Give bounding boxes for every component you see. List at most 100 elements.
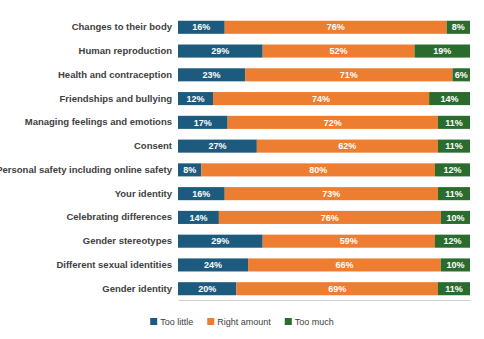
legend: Too little Right amount Too much xyxy=(150,317,334,327)
category-label: Gender identity xyxy=(102,283,172,294)
data-label: 12% xyxy=(443,165,461,175)
category-label: Health and contraception xyxy=(58,69,172,80)
data-label: 10% xyxy=(446,260,464,270)
bar xyxy=(178,163,201,176)
y-tick: Human reproduction xyxy=(79,45,174,56)
data-label: 11% xyxy=(445,118,463,128)
bar xyxy=(228,116,438,129)
bar xyxy=(236,282,437,295)
category-label: Different sexual identities xyxy=(56,259,172,270)
bar xyxy=(441,258,470,271)
bar xyxy=(178,282,236,295)
data-label: 14% xyxy=(189,213,207,223)
bar xyxy=(438,116,470,129)
data-label: 73% xyxy=(322,189,340,199)
category-label: Friendships and bullying xyxy=(60,93,173,104)
legend-label: Right amount xyxy=(217,317,271,327)
bar xyxy=(178,116,228,129)
category-label: Human reproduction xyxy=(79,45,173,56)
bar xyxy=(441,211,470,224)
y-tick: Managing feelings and emotions xyxy=(25,116,174,127)
data-label: 74% xyxy=(312,94,330,104)
data-label: 71% xyxy=(340,70,358,80)
data-label: 23% xyxy=(203,70,221,80)
bar xyxy=(248,258,441,271)
legend-item: Right amount xyxy=(207,317,271,327)
bar xyxy=(245,68,452,81)
data-label: 59% xyxy=(340,236,358,246)
data-label: 20% xyxy=(198,284,216,294)
data-label: 11% xyxy=(445,284,463,294)
bar xyxy=(178,140,257,153)
data-labels: 16%29%23%12%17%27%8%16%14%29%24%20%76%52… xyxy=(183,22,468,293)
bar xyxy=(452,68,470,81)
data-label: 17% xyxy=(194,118,212,128)
data-label: 16% xyxy=(192,22,210,32)
bar xyxy=(213,92,429,105)
bar xyxy=(178,235,263,248)
bar xyxy=(257,140,438,153)
legend-swatch xyxy=(285,318,292,325)
legend-label: Too little xyxy=(160,317,193,327)
category-label: Gender stereotypes xyxy=(83,235,172,246)
data-label: 76% xyxy=(321,213,339,223)
category-label: Celebrating differences xyxy=(66,211,172,222)
bar xyxy=(438,140,470,153)
bar xyxy=(263,235,435,248)
bar xyxy=(225,21,447,34)
bar xyxy=(435,235,470,248)
y-tick: Your identity xyxy=(115,188,174,199)
data-label: 12% xyxy=(187,94,205,104)
data-label: 66% xyxy=(335,260,353,270)
legend-swatch xyxy=(207,318,214,325)
y-tick: Different sexual identities xyxy=(56,259,174,270)
data-label: 69% xyxy=(328,284,346,294)
data-label: 72% xyxy=(324,118,342,128)
data-label: 8% xyxy=(183,165,196,175)
y-tick: Personal safety including online safety xyxy=(0,164,174,175)
category-label: Your identity xyxy=(115,188,173,199)
bar xyxy=(415,45,470,58)
data-label: 76% xyxy=(327,22,345,32)
bar xyxy=(178,21,225,34)
chart: Changes to their body Human reproduction H… xyxy=(0,0,484,339)
data-label: 12% xyxy=(443,236,461,246)
bar xyxy=(178,68,245,81)
y-tick: Gender stereotypes xyxy=(83,235,174,246)
bar xyxy=(263,45,415,58)
category-label: Consent xyxy=(134,140,173,151)
data-label: 27% xyxy=(208,141,226,151)
data-label: 11% xyxy=(445,141,463,151)
bar xyxy=(429,92,470,105)
bar xyxy=(178,92,213,105)
category-label: Changes to their body xyxy=(72,21,173,32)
y-tick: Changes to their body xyxy=(72,21,174,32)
bar xyxy=(438,282,470,295)
bar xyxy=(438,187,470,200)
y-tick: Gender identity xyxy=(102,283,174,294)
bar xyxy=(219,211,441,224)
data-label: 14% xyxy=(441,94,459,104)
y-axis: Changes to their body Human reproduction H… xyxy=(0,21,174,293)
bar xyxy=(178,258,248,271)
data-label: 29% xyxy=(211,236,229,246)
data-label: 52% xyxy=(330,46,348,56)
data-label: 10% xyxy=(446,213,464,223)
y-tick: Health and contraception xyxy=(58,69,174,80)
data-label: 6% xyxy=(455,70,468,80)
bar xyxy=(178,211,219,224)
legend-item: Too much xyxy=(285,317,334,327)
bar xyxy=(447,21,470,34)
bar xyxy=(201,163,435,176)
data-label: 80% xyxy=(309,165,327,175)
category-label: Managing feelings and emotions xyxy=(25,116,172,127)
y-tick: Consent xyxy=(134,140,174,151)
bar xyxy=(225,187,438,200)
data-label: 16% xyxy=(192,189,210,199)
bar xyxy=(178,45,263,58)
bar xyxy=(435,163,470,176)
x-axis-line xyxy=(179,300,471,301)
x-axis xyxy=(179,300,471,301)
data-label: 8% xyxy=(452,22,465,32)
data-label: 19% xyxy=(433,46,451,56)
